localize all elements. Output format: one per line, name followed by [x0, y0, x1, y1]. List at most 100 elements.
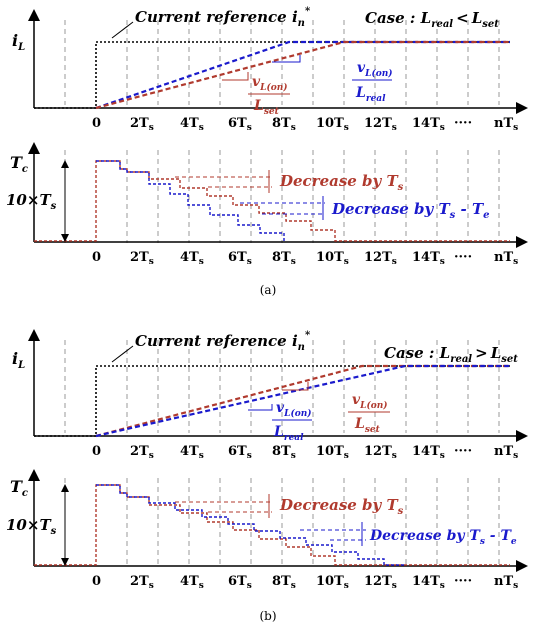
slope-blue-num-b: v: [276, 400, 285, 416]
tick-label: ····: [454, 116, 472, 131]
tick-label: nT: [494, 116, 513, 131]
tick-label: nT: [494, 250, 513, 265]
svg-text:Lreal: Lreal: [273, 424, 304, 443]
panel-b: [28, 329, 528, 572]
svg-text:Decrease by Ts: Decrease by Ts: [279, 496, 404, 517]
svg-text:14Ts: 14Ts: [412, 250, 445, 267]
reference-pointer-a: [111, 21, 134, 39]
slope-triangle-blue-b: [248, 404, 273, 411]
tick-label: 6T: [228, 574, 247, 589]
svg-text:0: 0: [92, 444, 101, 459]
grid-a: [64, 20, 500, 243]
tick-label: 0: [92, 250, 101, 265]
tick-label: 10T: [316, 250, 344, 265]
slope-triangle-red-a: [222, 72, 249, 81]
tick-label: 4T: [180, 444, 199, 459]
ticks-top-b: 0 2Ts 4Ts 6Ts 8Ts 10Ts 12Ts 14Ts ···· nT…: [92, 444, 518, 461]
tick-label: 14T: [412, 250, 440, 265]
svg-text:12Ts: 12Ts: [364, 250, 397, 267]
svg-text:10×Ts: 10×Ts: [6, 516, 57, 537]
svg-text:6Ts: 6Ts: [228, 116, 252, 133]
svg-text:iL: iL: [12, 31, 25, 53]
svg-text:Lset: Lset: [354, 416, 381, 435]
slope-triangle-blue-a: [272, 55, 301, 63]
svg-text:vL(on): vL(on): [252, 74, 288, 93]
tick-label: 4T: [180, 250, 199, 265]
blue-ramp-a: [95, 40, 510, 110]
slope-red-num-b: v: [352, 392, 361, 408]
svg-text:nTs: nTs: [494, 250, 518, 267]
tick-label: 0: [92, 116, 101, 131]
svg-text:nTs: nTs: [494, 444, 518, 461]
svg-text:8Ts: 8Ts: [272, 444, 296, 461]
reference-pointer-b: [111, 345, 134, 363]
svg-text:10Ts: 10Ts: [316, 116, 349, 133]
tick-label: 12T: [364, 574, 392, 589]
tick-label: 8T: [272, 250, 291, 265]
svg-text:vL(on): vL(on): [352, 392, 388, 411]
slope-blue-num-a: v: [357, 60, 366, 76]
svg-text:12Ts: 12Ts: [364, 116, 397, 133]
svg-text:Tc: Tc: [10, 153, 28, 175]
svg-text:10Ts: 10Ts: [316, 444, 349, 461]
svg-text:0: 0: [92, 116, 101, 131]
svg-text:12Ts: 12Ts: [364, 444, 397, 461]
tick-label: 4T: [180, 116, 199, 131]
svg-text:2Ts: 2Ts: [130, 250, 154, 267]
svg-text:····: ····: [454, 574, 472, 589]
tc-label-b: T: [10, 477, 23, 496]
svg-text:Decrease by Ts: Decrease by Ts: [279, 172, 404, 193]
slope-blue-den-a: L: [355, 85, 366, 101]
dec-ts-label-a: Decrease by T: [279, 172, 399, 190]
ticks-top-a: 0 2Ts 4Ts 6Ts 8Ts 10Ts 12Ts 14Ts ···· nT…: [92, 116, 518, 133]
tick-label: ····: [454, 574, 472, 589]
svg-text:6Ts: 6Ts: [228, 574, 252, 591]
svg-text:Decrease by Ts - Te: Decrease by Ts - Te: [369, 528, 517, 547]
svg-text:2Ts: 2Ts: [130, 444, 154, 461]
tick-label: 10T: [316, 444, 344, 459]
tick-label: 8T: [272, 574, 291, 589]
svg-text:8Ts: 8Ts: [272, 574, 296, 591]
svg-text:2Ts: 2Ts: [130, 574, 154, 591]
red-ramp-b: [95, 364, 510, 438]
current-reference-label-b: Current reference i: [135, 332, 298, 350]
tick-label: 2T: [130, 574, 149, 589]
tick-label: 12T: [364, 444, 392, 459]
svg-text:10×Ts: 10×Ts: [6, 191, 57, 212]
dec-tste-label-b: Decrease by T: [369, 528, 481, 544]
svg-text:····: ····: [454, 116, 472, 131]
grid-b: [64, 340, 500, 568]
tc-blue-steps-b: [96, 484, 406, 566]
tick-label: 14T: [412, 574, 440, 589]
svg-text:0: 0: [92, 250, 101, 265]
slope-red-num-a: v: [252, 74, 261, 90]
tc-blue-steps-a: [96, 160, 285, 241]
svg-text:10Ts: 10Ts: [316, 574, 349, 591]
tick-label: 14T: [412, 444, 440, 459]
ten-ts-label-a: 10×T: [6, 191, 52, 209]
svg-text:4Ts: 4Ts: [180, 574, 204, 591]
svg-text:4Ts: 4Ts: [180, 116, 204, 133]
svg-text:iL: iL: [12, 349, 25, 371]
svg-text:vL(on): vL(on): [276, 400, 312, 419]
slope-triangle-red-b: [282, 382, 309, 391]
svg-text:vL(on): vL(on): [357, 60, 393, 79]
svg-text:6Ts: 6Ts: [228, 444, 252, 461]
ten-ts-label-b: 10×T: [6, 516, 52, 534]
tick-label: 2T: [130, 116, 149, 131]
slope-red-den-b: L: [354, 416, 365, 432]
ticks-bottom-a: 0 2Ts 4Ts 6Ts 8Ts 10Ts 12Ts 14Ts ···· nT…: [92, 250, 518, 267]
tick-label: 6T: [228, 116, 247, 131]
svg-text:Lreal: Lreal: [355, 85, 386, 104]
slope-red-den-a: L: [253, 98, 264, 114]
svg-text:4Ts: 4Ts: [180, 444, 204, 461]
slope-blue-den-b: L: [273, 424, 284, 440]
tick-label: ····: [454, 444, 472, 459]
tick-label: 6T: [228, 444, 247, 459]
tick-label: 14T: [412, 116, 440, 131]
tick-label: nT: [494, 444, 513, 459]
tick-label: nT: [494, 574, 513, 589]
red-ramp-a: [95, 40, 510, 110]
tick-label: 0: [92, 574, 101, 589]
